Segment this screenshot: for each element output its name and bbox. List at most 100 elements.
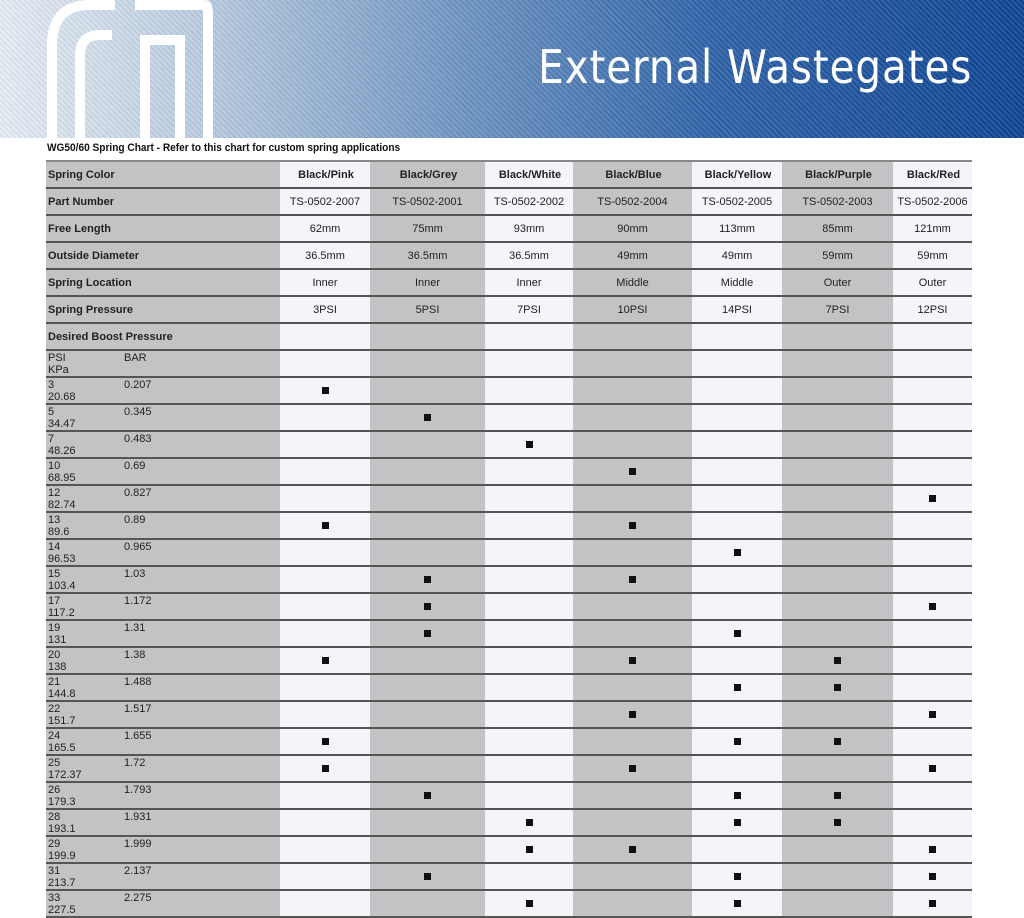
boost-row: 14 0.965 96.53 [46,539,972,567]
mark-cell [893,728,972,756]
empty-cell [782,350,893,378]
filled-square-icon [424,872,431,880]
spec-cell: 14PSI [692,296,782,324]
spec-cell: Middle [692,269,782,297]
boost-row: 19 1.31 131 [46,620,972,648]
bar-value: 1.793 [124,783,152,796]
spring-chart-table: Spring Color Black/Pink Black/Grey Black/Wh… [46,160,972,918]
spec-cell: 49mm [692,242,782,270]
boost-row: 24 1.655 165.5 [46,728,972,756]
filled-square-icon [929,845,936,853]
spec-cell: 10PSI [573,296,692,324]
mark-cell [893,620,972,648]
boost-row: 17 1.172 117.2 [46,593,972,621]
psi-value: 22 [48,702,61,715]
mark-cell [485,431,573,459]
mark-cell [485,404,573,432]
row-label: Spring Pressure [46,296,280,324]
mark-cell [485,458,573,486]
boost-row: 10 0.69 68.95 [46,458,972,486]
filled-square-icon [733,818,741,826]
empty-cell [893,350,972,378]
filled-square-icon [424,602,431,610]
mark-cell [280,485,370,513]
mark-cell [692,404,782,432]
mark-cell [370,647,485,675]
psi-value: 5 [48,405,55,418]
spec-cell: TS-0502-2002 [485,188,573,216]
mark-cell [573,485,692,513]
mark-cell [893,863,972,891]
filled-square-icon [733,737,741,745]
kpa-value: 103.4 [48,579,76,592]
filled-square-icon [525,440,533,448]
mark-cell [485,647,573,675]
boost-heading-row: Desired Boost Pressure [46,323,972,351]
mark-cell [280,782,370,810]
psi-value: 33 [48,891,61,904]
mark-cell [573,728,692,756]
filled-square-icon [929,899,936,907]
mark-cell [485,836,573,864]
filled-square-icon [929,872,936,880]
mark-cell [893,647,972,675]
spec-cell: Outer [893,269,972,297]
spec-row: Spring Location Inner Inner Inner Middle Midd… [46,269,972,297]
mark-cell [893,485,972,513]
psi-value: 28 [48,810,61,823]
boost-row: 26 1.793 179.3 [46,782,972,810]
spec-cell: 36.5mm [280,242,370,270]
page-title: External Wastegates [537,40,972,94]
mark-cell [692,647,782,675]
mark-cell [573,755,692,783]
filled-square-icon [321,737,329,745]
mark-cell [280,404,370,432]
spec-cell: TS-0502-2001 [370,188,485,216]
filled-square-icon [929,602,936,610]
mark-cell [280,755,370,783]
mark-cell [370,620,485,648]
psi-value: 10 [48,459,61,472]
mark-cell [692,701,782,729]
mark-cell [485,539,573,567]
filled-square-icon [629,467,636,475]
psi-value: 20 [48,648,61,661]
spec-cell: 113mm [692,215,782,243]
kpa-value: 34.47 [48,417,76,430]
mark-cell [782,674,893,702]
spec-cell: Black/Blue [573,160,692,189]
boost-heading: Desired Boost Pressure [46,323,280,351]
unit-cell: 28 1.931 193.1 [46,809,280,837]
bar-value: 1.172 [124,594,152,607]
mark-cell [370,674,485,702]
bar-value: 1.517 [124,702,152,715]
spec-cell: TS-0502-2003 [782,188,893,216]
filled-square-icon [629,764,636,772]
boost-row: 25 1.72 172.37 [46,755,972,783]
mark-cell [573,836,692,864]
mark-cell [782,485,893,513]
spec-row: Spring Color Black/Pink Black/Grey Black/Wh… [46,160,972,189]
spec-row: Free Length 62mm 75mm 93mm 90mm 113mm 85mm 121m… [46,215,972,243]
chart-subtitle: WG50/60 Spring Chart - Refer to this cha… [47,142,401,154]
filled-square-icon [424,575,431,583]
header-banner: External Wastegates [0,0,1024,140]
filled-square-icon [834,737,841,745]
mark-cell [692,674,782,702]
psi-value: 15 [48,567,61,580]
mark-cell [893,458,972,486]
filled-square-icon [424,629,431,637]
boost-row: 31 2.137 213.7 [46,863,972,891]
bar-value: 1.931 [124,810,152,823]
bar-value: 1.31 [124,621,146,634]
spec-cell: Black/Purple [782,160,893,189]
filled-square-icon [321,386,329,394]
spec-cell: TS-0502-2006 [893,188,972,216]
mark-cell [893,809,972,837]
spec-cell: 3PSI [280,296,370,324]
mark-cell [280,620,370,648]
filled-square-icon [834,818,841,826]
mark-cell [485,620,573,648]
mark-cell [280,674,370,702]
empty-cell [573,350,692,378]
